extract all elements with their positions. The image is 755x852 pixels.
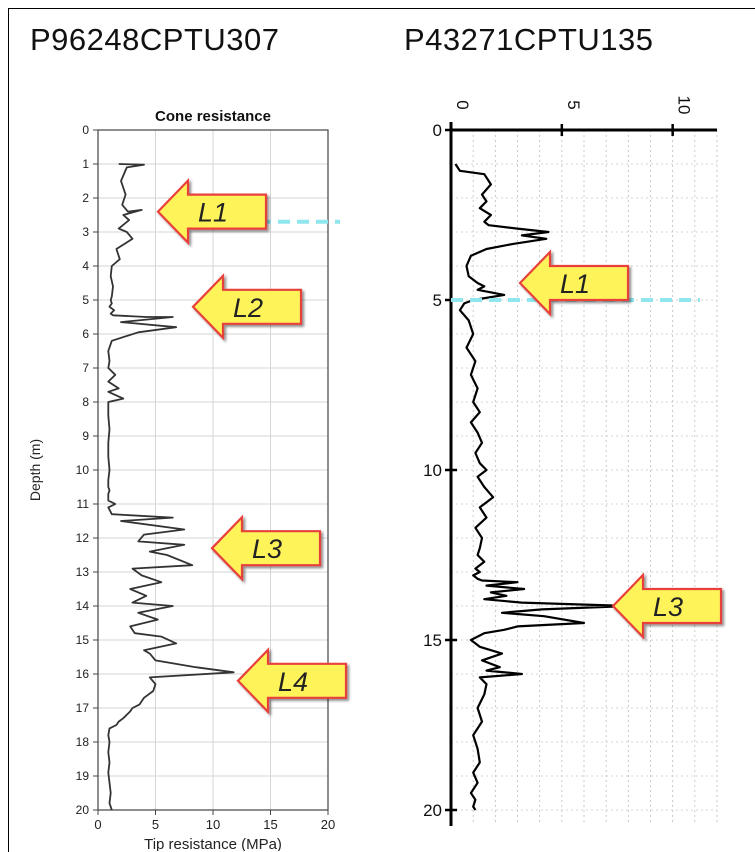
left-y-tick-label: 5 — [82, 293, 89, 307]
reference-lines — [240, 219, 700, 302]
annotation-arrow-shape — [210, 514, 322, 582]
left-x-tick-label: 10 — [206, 817, 220, 832]
left-series-group — [107, 163, 235, 811]
right-y-tick-label: 20 — [423, 801, 442, 820]
left-y-tick-label: 3 — [82, 225, 89, 239]
left-y-tick-label: 12 — [76, 531, 90, 545]
right-x-tick-label: 5 — [564, 100, 583, 109]
left-y-tick-label: 1 — [82, 157, 89, 171]
left-y-tick-label: 19 — [76, 769, 90, 783]
left-x-tick-label: 20 — [321, 817, 335, 832]
annotation-arrow-label: L3 — [653, 592, 683, 622]
right-chart-id-title: P43271CPTU135 — [404, 22, 654, 57]
left-y-tick-label: 7 — [82, 361, 89, 375]
left-x-tick-label: 15 — [263, 817, 277, 832]
left-y-tick-label: 17 — [76, 701, 90, 715]
left-y-tick-label: 9 — [82, 429, 89, 443]
left-y-tick-label: 6 — [82, 327, 89, 341]
left-x-ticks: 0 5 10 15 20 — [94, 810, 335, 832]
figure-frame — [8, 8, 755, 852]
left-y-tick-label: 15 — [76, 633, 90, 647]
left-chart-id-title: P96248CPTU307 — [30, 22, 280, 57]
left-y-axis-label: Depth (m) — [27, 439, 43, 501]
left-y-tick-label: 8 — [82, 395, 89, 409]
annotations: L1 L2 L3 L4 L1 L3 — [156, 177, 723, 715]
annotation-arrow-label: L1 — [560, 269, 590, 299]
right-series-line — [454, 163, 630, 811]
annotation-arrow-shape — [156, 177, 268, 246]
annotation-arrow-shape — [236, 647, 348, 715]
left-series-line — [107, 163, 235, 811]
left-y-tick-label: 2 — [82, 191, 89, 205]
left-y-tick-label: 10 — [76, 463, 90, 477]
right-y-tick-label: 5 — [433, 291, 442, 310]
right-grid — [451, 130, 718, 822]
left-x-tick-label: 0 — [94, 817, 101, 832]
annotation-arrow-label: L4 — [278, 667, 308, 697]
left-chart-title: Cone resistance — [155, 108, 271, 125]
annotation-arrow-label: L1 — [198, 198, 228, 228]
annotation-arrow-label: L3 — [252, 534, 282, 564]
left-y-tick-label: 16 — [76, 667, 90, 681]
left-y-tick-label: 13 — [76, 565, 90, 579]
left-annotation-l1: L1 — [156, 177, 268, 246]
annotation-arrow-label: L2 — [233, 293, 263, 323]
left-y-tick-label: 20 — [76, 803, 90, 817]
left-y-tick-label: 0 — [82, 123, 89, 137]
left-x-axis-label: Tip resistance (MPa) — [144, 836, 282, 851]
annotation-arrow-shape — [191, 273, 303, 341]
right-y-tick-label: 15 — [423, 631, 442, 650]
left-y-tick-label: 4 — [82, 259, 89, 273]
annotation-arrow-shape — [518, 249, 630, 317]
left-y-tick-label: 18 — [76, 735, 90, 749]
left-annotation-l2: L2 — [191, 273, 303, 341]
right-cone-resistance-chart: 0 5 10 15 20 0 5 10 — [423, 96, 718, 826]
right-annotation-l1: L1 — [518, 249, 630, 317]
right-x-ticks: 0 5 10 — [449, 96, 694, 136]
right-x-tick-label: 0 — [453, 100, 472, 109]
right-x-tick-label: 10 — [675, 96, 694, 115]
right-y-tick-label: 0 — [433, 121, 442, 140]
left-y-tick-label: 14 — [76, 599, 90, 613]
right-y-tick-label: 10 — [423, 461, 442, 480]
left-y-tick-label: 11 — [77, 497, 90, 511]
left-annotation-l3: L3 — [210, 514, 322, 582]
right-annotation-l3: L3 — [611, 572, 723, 640]
left-x-tick-label: 5 — [152, 817, 159, 832]
right-series-group — [454, 163, 630, 811]
left-annotation-l4: L4 — [236, 647, 348, 715]
annotation-arrow-shape — [611, 572, 723, 640]
